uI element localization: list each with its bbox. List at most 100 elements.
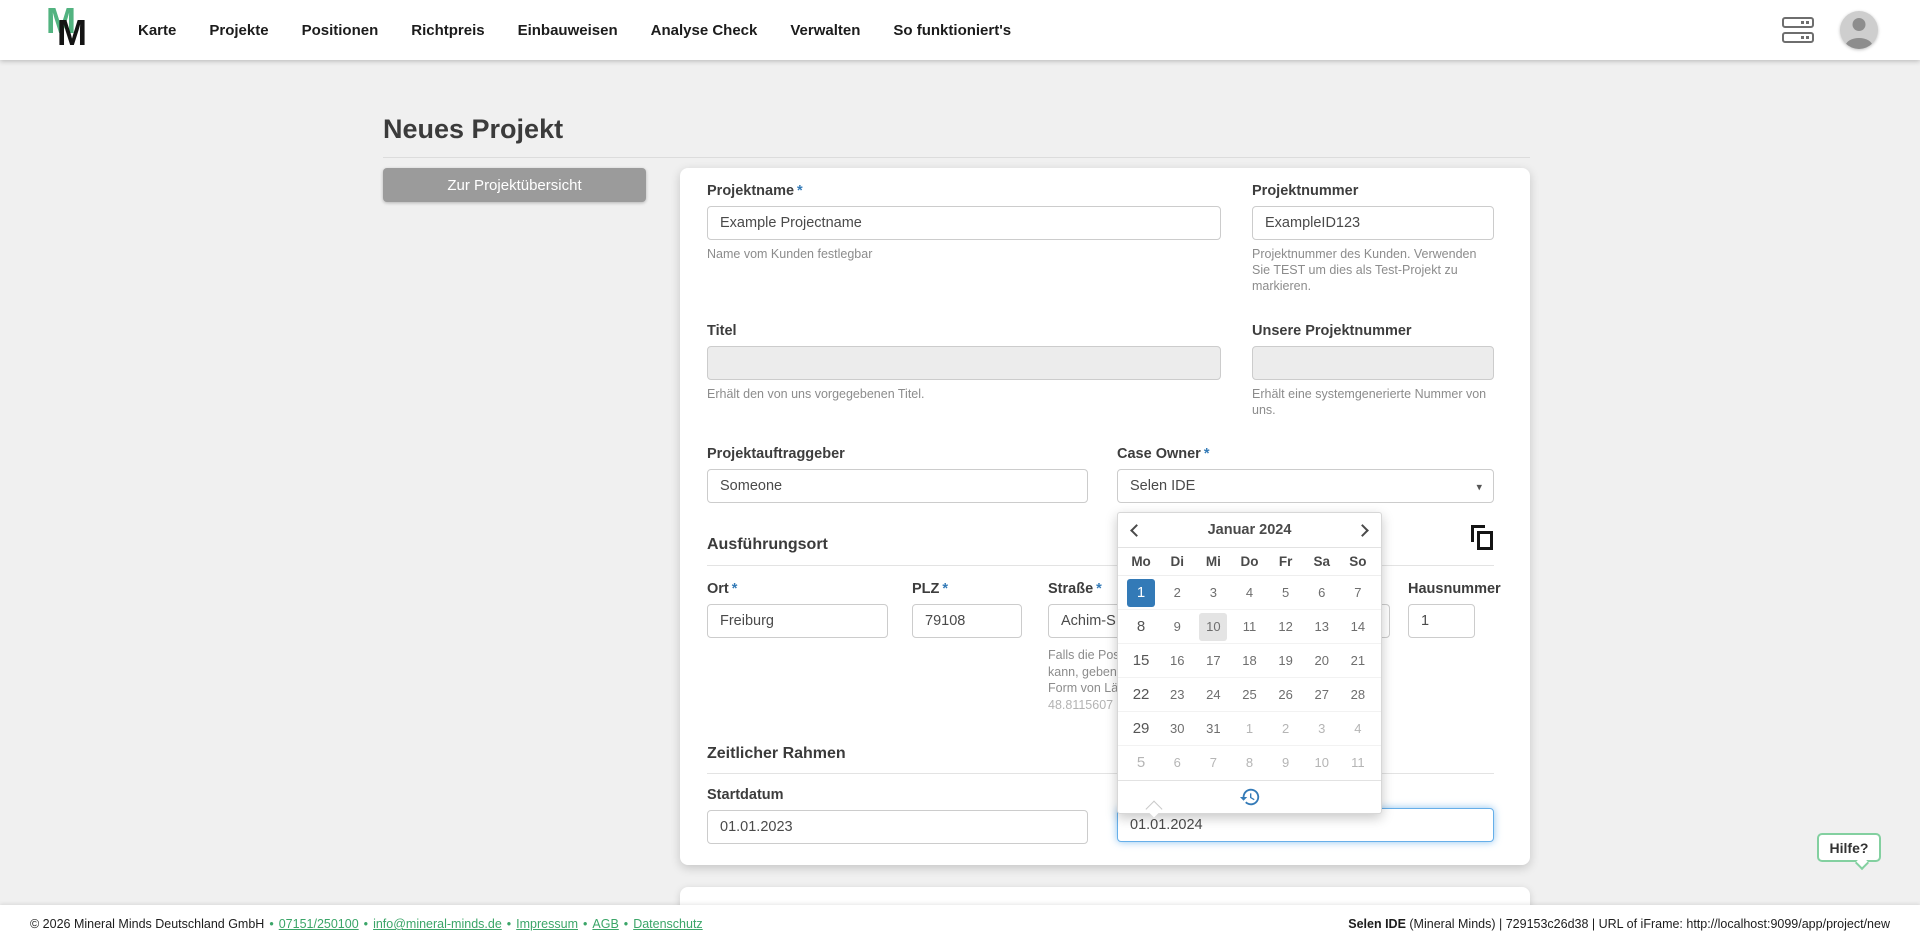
calendar-day[interactable]: 3 <box>1209 584 1217 600</box>
user-avatar-icon[interactable] <box>1840 11 1878 49</box>
footer-link[interactable]: info@mineral-minds.de <box>373 917 502 931</box>
nav-item-verwalten[interactable]: Verwalten <box>790 21 861 39</box>
calendar-day[interactable]: 14 <box>1350 618 1366 634</box>
calendar-day[interactable]: 2 <box>1173 584 1181 600</box>
calendar-day[interactable]: 17 <box>1206 652 1221 668</box>
calendar-day[interactable]: 7 <box>1354 584 1362 600</box>
calendar-day[interactable]: 4 <box>1354 720 1362 736</box>
calendar-cell: 19 <box>1268 647 1304 675</box>
calendar-day[interactable]: 26 <box>1278 686 1293 702</box>
calendar-cell: 4 <box>1231 579 1267 607</box>
calendar-day[interactable]: 1 <box>1245 720 1254 736</box>
footer-link[interactable]: AGB <box>592 917 619 931</box>
projektnummer-label: Projektnummer <box>1252 183 1359 199</box>
calendar-day[interactable]: 10 <box>1314 755 1329 770</box>
projektname-label: Projektname * <box>707 183 803 199</box>
calendar-day[interactable]: 18 <box>1242 652 1257 668</box>
strasse-helper-line: Form von Lä <box>1048 681 1119 695</box>
footer-link[interactable]: Datenschutz <box>633 917 703 931</box>
case-owner-select[interactable]: ▾ <box>1117 469 1494 503</box>
calendar-day[interactable]: 21 <box>1350 652 1366 668</box>
calendar-day[interactable]: 20 <box>1314 652 1329 668</box>
zur-projektuebersicht-button[interactable]: Zur Projektübersicht <box>383 168 646 202</box>
calendar-day[interactable]: 6 <box>1173 755 1181 770</box>
chevron-left-icon[interactable] <box>1130 523 1143 537</box>
nav-item-so-funktioniert-s[interactable]: So funktioniert's <box>893 21 1012 39</box>
calendar-header: Januar 2024 <box>1118 513 1381 548</box>
case-owner-label: Case Owner * <box>1117 446 1210 462</box>
nav-item-richtpreis[interactable]: Richtpreis <box>411 21 485 39</box>
calendar-cell: 20 <box>1304 647 1340 675</box>
calendar-day[interactable]: 15 <box>1132 651 1150 669</box>
startdatum-input[interactable] <box>707 810 1088 844</box>
startdatum-field-group: Startdatum <box>707 787 1088 844</box>
hausnummer-input[interactable] <box>1408 604 1475 638</box>
required-asterisk: * <box>1203 446 1210 462</box>
calendar-day[interactable]: 11 <box>1351 755 1365 770</box>
calendar-day[interactable]: 19 <box>1278 652 1293 668</box>
calendar-day[interactable]: 5 <box>1282 584 1290 600</box>
calendar-day[interactable]: 8 <box>1136 617 1146 635</box>
calendar-day[interactable]: 27 <box>1314 686 1329 702</box>
calendar-cell: 2 <box>1159 579 1195 607</box>
ort-input[interactable] <box>707 604 888 638</box>
calendar-cell: 27 <box>1304 681 1340 709</box>
projektname-input[interactable] <box>707 206 1221 240</box>
nav-item-analyse-check[interactable]: Analyse Check <box>650 21 758 39</box>
nav-item-einbauweisen[interactable]: Einbauweisen <box>517 21 618 39</box>
calendar-week-row: 29 30 31 1 2 3 4 <box>1118 712 1381 746</box>
projektauftraggeber-input[interactable] <box>707 469 1088 503</box>
calendar-day[interactable]: 30 <box>1169 720 1185 736</box>
avatar-shoulders <box>1845 38 1873 49</box>
calendar-day[interactable]: 24 <box>1206 686 1221 702</box>
calendar-cell: 28 <box>1340 681 1376 709</box>
calendar-day[interactable]: 29 <box>1132 719 1150 737</box>
footer-separator: • <box>506 917 512 931</box>
calendar-day[interactable]: 16 <box>1169 652 1185 668</box>
unsere-projektnummer-label: Unsere Projektnummer <box>1252 323 1412 339</box>
calendar-day[interactable]: 31 <box>1206 720 1221 736</box>
mineral-minds-logo[interactable]: M M <box>44 0 96 54</box>
footer-copyright: © 2026 Mineral Minds Deutschland GmbH <box>30 917 265 931</box>
calendar-day[interactable]: 3 <box>1318 720 1326 736</box>
calendar-day[interactable]: 6 <box>1318 584 1326 600</box>
calendar-day[interactable]: 7 <box>1209 755 1217 770</box>
calendar-cell: 10 <box>1195 612 1231 641</box>
calendar-day[interactable]: 25 <box>1242 686 1257 702</box>
calendar-week-row: 15 16 17 18 19 20 21 <box>1118 644 1381 678</box>
hilfe-button[interactable]: Hilfe? <box>1817 833 1881 862</box>
calendar-day[interactable]: 23 <box>1169 686 1185 702</box>
chevron-right-icon[interactable] <box>1356 523 1369 537</box>
calendar-day[interactable]: 9 <box>1282 755 1290 770</box>
topbar-icons <box>1782 11 1878 49</box>
footer-link[interactable]: Impressum <box>516 917 578 931</box>
plz-label: PLZ * <box>912 581 949 597</box>
calendar-day[interactable]: 22 <box>1132 685 1150 703</box>
calendar-day[interactable]: 28 <box>1350 686 1366 702</box>
restore-history-icon[interactable] <box>1239 786 1261 808</box>
nav-item-projekte[interactable]: Projekte <box>209 21 269 39</box>
plz-input[interactable] <box>912 604 1022 638</box>
calendar-day[interactable]: 11 <box>1242 618 1257 634</box>
copy-icon[interactable] <box>1470 525 1498 555</box>
nav-item-karte[interactable]: Karte <box>138 21 177 39</box>
calendar-day[interactable]: 9 <box>1173 618 1181 634</box>
nav-item-positionen[interactable]: Positionen <box>301 21 379 39</box>
calendar-day[interactable]: 8 <box>1245 755 1254 770</box>
case-owner-value[interactable] <box>1117 469 1494 503</box>
projektnummer-input[interactable] <box>1252 206 1494 240</box>
calendar-day[interactable]: 1 <box>1127 578 1156 607</box>
calendar-day[interactable]: 12 <box>1278 618 1293 634</box>
calendar-weekday: Di <box>1170 554 1184 569</box>
calendar-day[interactable]: 10 <box>1199 612 1228 641</box>
calendar-day[interactable]: 5 <box>1136 754 1146 771</box>
calendar-cell: 18 <box>1231 647 1267 675</box>
calendar-week-row: 22 23 24 25 26 27 28 <box>1118 678 1381 712</box>
projektname-helper: Name vom Kunden festlegbar <box>707 247 873 261</box>
calendar-day[interactable]: 4 <box>1245 584 1254 600</box>
footer-link[interactable]: 07151/250100 <box>278 917 359 931</box>
calendar-cell: 21 <box>1340 647 1376 675</box>
calendar-day[interactable]: 2 <box>1282 720 1290 736</box>
server-dns-icon[interactable] <box>1782 15 1816 45</box>
calendar-day[interactable]: 13 <box>1314 618 1329 634</box>
